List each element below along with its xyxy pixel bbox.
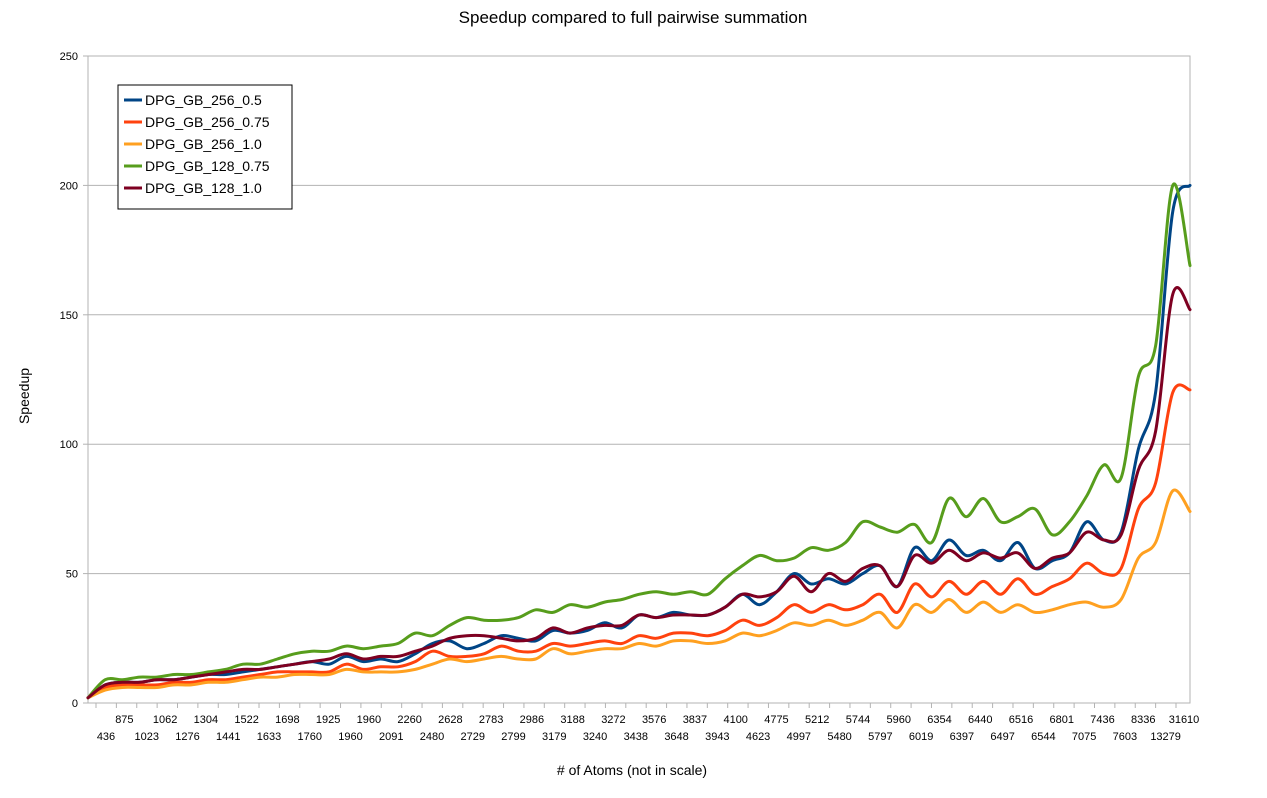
x-tick-label: 436 [97, 731, 115, 743]
legend: DPG_GB_256_0.5 DPG_GB_256_0.75 DPG_GB_256_… [117, 84, 293, 210]
x-tick-label: 5960 [886, 714, 910, 726]
chart-title: Speedup compared to full pairwise summat… [459, 8, 808, 27]
series-lines [86, 182, 1192, 700]
grid-lines [88, 55, 1190, 704]
x-tick-label: 3648 [664, 731, 688, 743]
x-tick-label: 2091 [379, 731, 403, 743]
x-tick-label: 5797 [868, 731, 892, 743]
x-tick-label: 2729 [461, 731, 485, 743]
x-tick-label: 3179 [542, 731, 566, 743]
x-tick-label: 1633 [257, 731, 281, 743]
x-tick-label: 5480 [827, 731, 851, 743]
x-tick-label: 3837 [683, 714, 707, 726]
legend-box [117, 84, 293, 210]
y-tick-label: 50 [66, 569, 78, 581]
x-tick-label: 7603 [1113, 731, 1137, 743]
x-tick-label: 3240 [583, 731, 607, 743]
x-tick-label: 6019 [909, 731, 933, 743]
x-tick-label: 3438 [624, 731, 648, 743]
series-line-dpg-gb-256-0-75 [86, 383, 1192, 700]
x-tick-label: 4623 [746, 731, 770, 743]
x-tick-label: 13279 [1150, 731, 1181, 743]
x-tick-label: 6516 [1009, 714, 1033, 726]
x-tick-label: 1441 [216, 731, 240, 743]
x-tick-label: 1062 [153, 714, 177, 726]
x-tick-label: 4997 [787, 731, 811, 743]
legend-entry: DPG_GB_256_1.0 [145, 136, 262, 152]
x-tick-label: 31610 [1169, 714, 1200, 726]
x-tick-label: 6354 [927, 714, 951, 726]
x-tick-label: 6497 [990, 731, 1014, 743]
legend-entry: DPG_GB_128_0.75 [145, 158, 270, 174]
legend-entry: DPG_GB_256_0.75 [145, 114, 270, 130]
x-tick-label: 1304 [194, 714, 218, 726]
x-axis-label: # of Atoms (not in scale) [557, 762, 707, 778]
x-tick-label: 1960 [338, 731, 362, 743]
x-tick-label: 6801 [1049, 714, 1073, 726]
x-tick-label: 1925 [316, 714, 340, 726]
x-tick-label: 3188 [560, 714, 584, 726]
y-tick-label: 0 [72, 698, 78, 710]
series-line-dpg-gb-128-0-75 [86, 182, 1192, 700]
x-tick-label: 7436 [1090, 714, 1114, 726]
x-tick-label: 875 [115, 714, 133, 726]
x-tick-label: 1960 [357, 714, 381, 726]
x-tick-label: 6397 [950, 731, 974, 743]
y-tick-label: 150 [60, 310, 78, 322]
x-tick-label: 7075 [1072, 731, 1096, 743]
x-tick-label: 1760 [298, 731, 322, 743]
x-tick-label: 8336 [1131, 714, 1155, 726]
y-axis-label: Speedup [16, 368, 32, 424]
x-tick-label: 2783 [479, 714, 503, 726]
x-tick-label: 6544 [1031, 731, 1055, 743]
x-tick-label: 5212 [805, 714, 829, 726]
x-tick-label: 5744 [846, 714, 870, 726]
y-tick-label: 100 [60, 439, 78, 451]
x-tick-label: 6440 [968, 714, 992, 726]
x-tick-label: 2986 [520, 714, 544, 726]
x-tick-label: 1698 [275, 714, 299, 726]
series-line-dpg-gb-256-1-0 [86, 488, 1192, 700]
series-line-dpg-gb-128-1-0 [86, 286, 1192, 700]
x-tick-label: 1276 [175, 731, 199, 743]
x-tick-label: 4100 [723, 714, 747, 726]
x-tick-label: 3272 [601, 714, 625, 726]
y-axis-ticks: 0 50 100 150 200 250 [60, 51, 88, 710]
y-tick-label: 200 [60, 180, 78, 192]
x-tick-label: 2799 [501, 731, 525, 743]
y-tick-label: 250 [60, 51, 78, 63]
legend-entry: DPG_GB_256_0.5 [145, 92, 262, 108]
x-tick-label: 3943 [705, 731, 729, 743]
x-tick-label: 2260 [397, 714, 421, 726]
x-tick-label: 4775 [764, 714, 788, 726]
x-tick-label: 3576 [642, 714, 666, 726]
x-tick-label: 2480 [420, 731, 444, 743]
legend-entry: DPG_GB_128_1.0 [145, 180, 262, 196]
x-tick-label: 1522 [234, 714, 258, 726]
x-tick-label: 2628 [438, 714, 462, 726]
x-tick-label: 1023 [135, 731, 159, 743]
